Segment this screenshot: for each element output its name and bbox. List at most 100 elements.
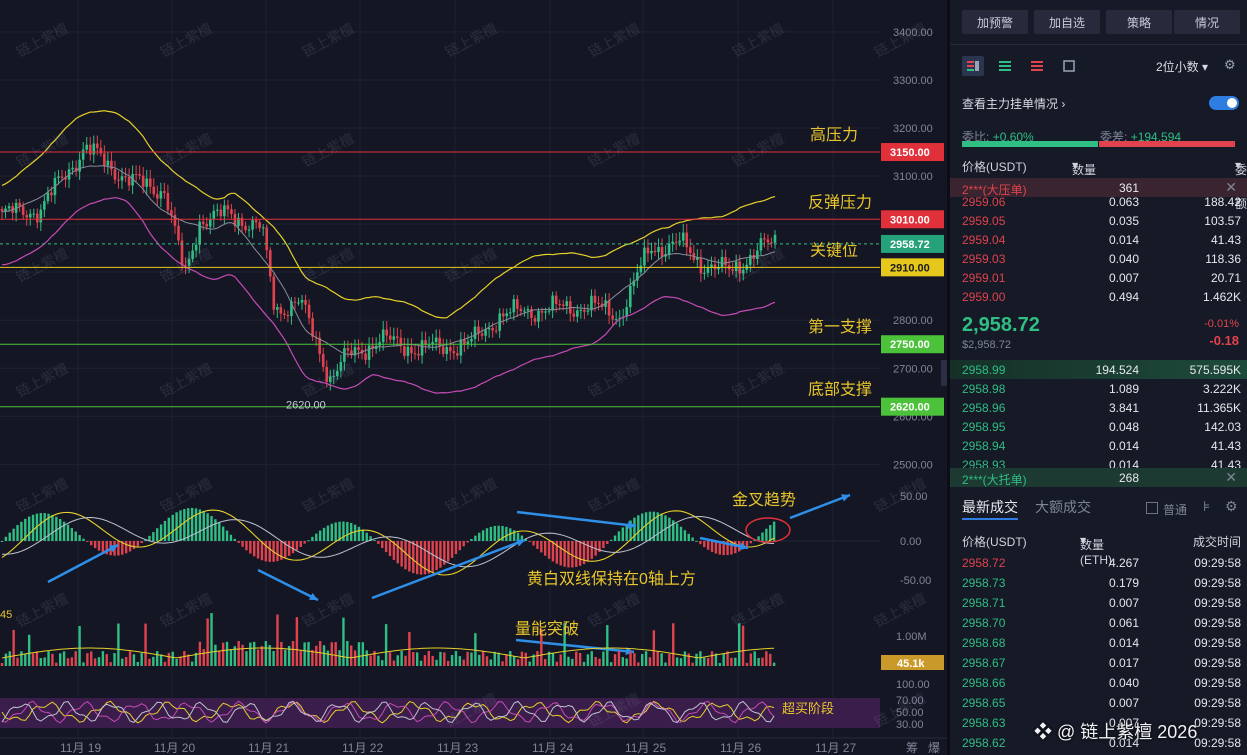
macd-histogram-bar xyxy=(625,523,628,541)
candle-body xyxy=(724,256,727,266)
ask-qty: 0.014 xyxy=(1108,233,1139,247)
ask-row[interactable]: 2959.00 0.494 1.462K xyxy=(950,287,1247,306)
macd-histogram-bar xyxy=(183,508,186,541)
volume-bar xyxy=(555,661,559,666)
precision-select[interactable]: 2位小数 ▾ xyxy=(1156,58,1208,75)
candle-body xyxy=(233,214,237,227)
candle-body xyxy=(39,209,43,223)
bid-row[interactable]: 2958.94 0.014 41.43 xyxy=(950,436,1247,455)
candle-body xyxy=(279,307,283,314)
macd-histogram-bar xyxy=(745,541,749,547)
ask-row[interactable]: 2959.01 0.007 20.71 xyxy=(950,268,1247,287)
normal-checkbox[interactable] xyxy=(1146,502,1158,514)
volume-bar xyxy=(117,623,120,666)
tab-latest-trades[interactable]: 最新成交 xyxy=(962,499,1018,515)
macd-histogram-bar xyxy=(55,516,58,541)
candle-body xyxy=(198,221,201,245)
price-chart[interactable]: 3400.003300.003200.003100.003000.002900.… xyxy=(0,0,947,755)
ask-row[interactable]: 2959.04 0.014 41.43 xyxy=(950,230,1247,249)
rsi-line xyxy=(1,700,775,724)
info-button[interactable]: 情况 xyxy=(1174,10,1240,34)
ask-amount: 103.57 xyxy=(1204,214,1241,228)
add-watchlist-button[interactable]: 加自选 xyxy=(1034,10,1100,34)
bid-tag-label: 2***(大托单) xyxy=(962,473,1027,487)
macd-histogram-bar xyxy=(27,516,31,541)
bid-row[interactable]: 2958.99 194.524 575.595K xyxy=(950,360,1247,379)
chevron-down-icon: ▾ xyxy=(1202,60,1209,74)
ask-row[interactable]: 2959.03 0.040 118.36 xyxy=(950,249,1247,268)
rsi-axis-label: 100.00 xyxy=(896,679,930,691)
panel-divider[interactable] xyxy=(947,0,950,755)
layout-trades-icon[interactable] xyxy=(1058,56,1080,76)
bid-row[interactable]: 2958.98 1.089 3.222K xyxy=(950,379,1247,398)
settings-icon[interactable]: ⚙ xyxy=(1225,498,1238,514)
trade-col-qty[interactable]: 数量(ETH) ▾ xyxy=(1080,533,1112,567)
close-icon[interactable]: ✕ xyxy=(1225,469,1237,485)
macd-histogram-bar xyxy=(373,539,376,541)
macd-histogram-bar xyxy=(672,520,675,541)
trade-row[interactable]: 2958.63 0.007 09:29:58 xyxy=(950,713,1247,732)
trade-qty: 0.014 xyxy=(1108,636,1139,650)
candle-body xyxy=(138,174,141,176)
candle-body xyxy=(103,153,106,166)
volume-bar xyxy=(660,653,663,666)
trade-row[interactable]: 2958.72 4.267 09:29:58 xyxy=(950,553,1247,572)
layout-asks-icon[interactable] xyxy=(1026,56,1048,76)
add-alert-button[interactable]: 加预警 xyxy=(962,10,1028,34)
bid-row[interactable]: 2958.96 3.841 11.365K xyxy=(950,398,1247,417)
trade-row[interactable]: 2958.65 0.007 09:29:58 xyxy=(950,693,1247,712)
trade-row[interactable]: 2958.66 0.040 09:29:58 xyxy=(950,673,1247,692)
candle-body xyxy=(470,338,473,342)
strategy-button[interactable]: 策略 xyxy=(1106,10,1172,34)
trade-row[interactable]: 2958.62 0.014 09:29:58 xyxy=(950,733,1247,752)
volume-bar xyxy=(675,657,679,666)
main-orders-toggle[interactable] xyxy=(1209,96,1239,110)
candle-body xyxy=(304,300,307,305)
trade-row[interactable]: 2958.70 0.061 09:29:58 xyxy=(950,613,1247,632)
candle-body xyxy=(307,304,311,319)
volume-bar xyxy=(377,655,380,666)
bid-row[interactable]: 2958.95 0.048 142.03 xyxy=(950,417,1247,436)
main-orders-link[interactable]: 查看主力挂单情况 › xyxy=(962,95,1065,112)
trade-row[interactable]: 2958.73 0.179 09:29:58 xyxy=(950,573,1247,592)
level-label: 关键位 xyxy=(810,241,858,259)
layout-bids-icon[interactable] xyxy=(994,56,1016,76)
macd-histogram-bar xyxy=(481,530,485,541)
volume-bar xyxy=(532,654,535,666)
volume-bar xyxy=(509,651,512,666)
volume-bar xyxy=(718,662,721,666)
settings-icon[interactable]: ⚙ xyxy=(1224,57,1236,72)
candle-body xyxy=(643,247,646,266)
trade-row[interactable]: 2958.67 0.017 09:29:58 xyxy=(950,653,1247,672)
ask-row[interactable]: 2959.06 0.063 188.42 xyxy=(950,192,1247,211)
x-axis-label: 11月 23 xyxy=(437,741,478,755)
candle-body xyxy=(28,213,32,218)
volume-bar xyxy=(4,653,8,666)
candle-body xyxy=(710,264,713,268)
candle-body xyxy=(328,376,332,383)
ask-row[interactable]: 2959.05 0.035 103.57 xyxy=(950,211,1247,230)
trade-row[interactable]: 2958.68 0.014 09:29:58 xyxy=(950,633,1247,652)
col-amount-header[interactable]: 委托额 ▾ xyxy=(1234,158,1247,211)
volume-bar xyxy=(458,656,462,666)
x-axis-label: 11月 20 xyxy=(154,741,195,755)
layout-both-icon[interactable] xyxy=(962,56,984,76)
chart-area[interactable]: 3400.003300.003200.003100.003000.002900.… xyxy=(0,0,947,755)
volume-bar xyxy=(225,641,229,666)
macd-histogram-bar xyxy=(0,541,4,542)
candle-body xyxy=(148,178,152,187)
trade-row[interactable]: 2958.71 0.007 09:29:58 xyxy=(950,593,1247,612)
bid-big-order-tag[interactable]: 2***(大托单) 268 ✕ xyxy=(950,468,1247,487)
candle-body xyxy=(106,160,110,166)
volume-bar xyxy=(97,657,101,666)
col-qty-header[interactable]: 数量 (ETH) ▾ xyxy=(1072,158,1104,192)
tab-big-trades[interactable]: 大额成交 xyxy=(1035,499,1091,515)
macd-histogram-bar xyxy=(167,517,171,541)
macd-histogram-bar xyxy=(470,538,473,541)
filter-icon[interactable]: ⊧ xyxy=(1203,498,1211,514)
ask-big-order-tag[interactable]: 2***(大压单) 361 ✕ xyxy=(950,178,1247,197)
trade-time: 09:29:58 xyxy=(1194,736,1241,750)
macd-histogram-bar xyxy=(218,522,221,541)
close-icon[interactable]: ✕ xyxy=(1225,179,1237,195)
level-price-tag xyxy=(881,143,944,162)
